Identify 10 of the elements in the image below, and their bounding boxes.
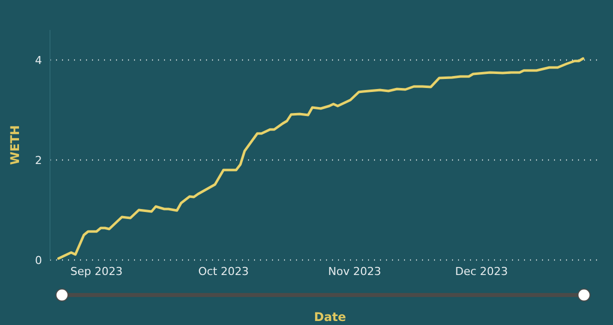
y-tick-label: 4	[35, 54, 42, 67]
line-series	[57, 57, 584, 260]
x-axis-title: Date	[314, 310, 346, 324]
x-tick-label: Nov 2023	[328, 265, 382, 278]
x-tick-label: Oct 2023	[198, 265, 249, 278]
x-tick-label: Sep 2023	[70, 265, 123, 278]
x-tick-label: Dec 2023	[455, 265, 508, 278]
y-tick-label: 2	[35, 154, 42, 167]
y-axis-title: WETH	[8, 125, 22, 165]
y-tick-label: 0	[35, 254, 42, 267]
